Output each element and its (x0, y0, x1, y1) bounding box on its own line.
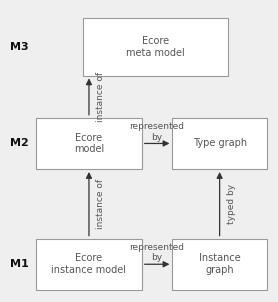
Text: Ecore
meta model: Ecore meta model (126, 36, 185, 58)
FancyBboxPatch shape (172, 118, 267, 169)
Text: represented
by: represented by (130, 122, 185, 142)
Text: Ecore
instance model: Ecore instance model (51, 253, 126, 275)
Text: Instance
graph: Instance graph (199, 253, 240, 275)
FancyBboxPatch shape (83, 18, 228, 76)
Text: M1: M1 (10, 259, 29, 269)
FancyBboxPatch shape (172, 239, 267, 290)
Text: M2: M2 (10, 138, 29, 149)
FancyBboxPatch shape (36, 118, 142, 169)
Text: instance of: instance of (96, 72, 105, 122)
Text: represented
by: represented by (130, 243, 185, 262)
Text: M3: M3 (10, 42, 29, 52)
Text: instance of: instance of (96, 179, 105, 229)
Text: Ecore
model: Ecore model (74, 133, 104, 154)
FancyBboxPatch shape (36, 239, 142, 290)
Text: typed by: typed by (227, 184, 236, 224)
Text: Type graph: Type graph (193, 138, 247, 149)
